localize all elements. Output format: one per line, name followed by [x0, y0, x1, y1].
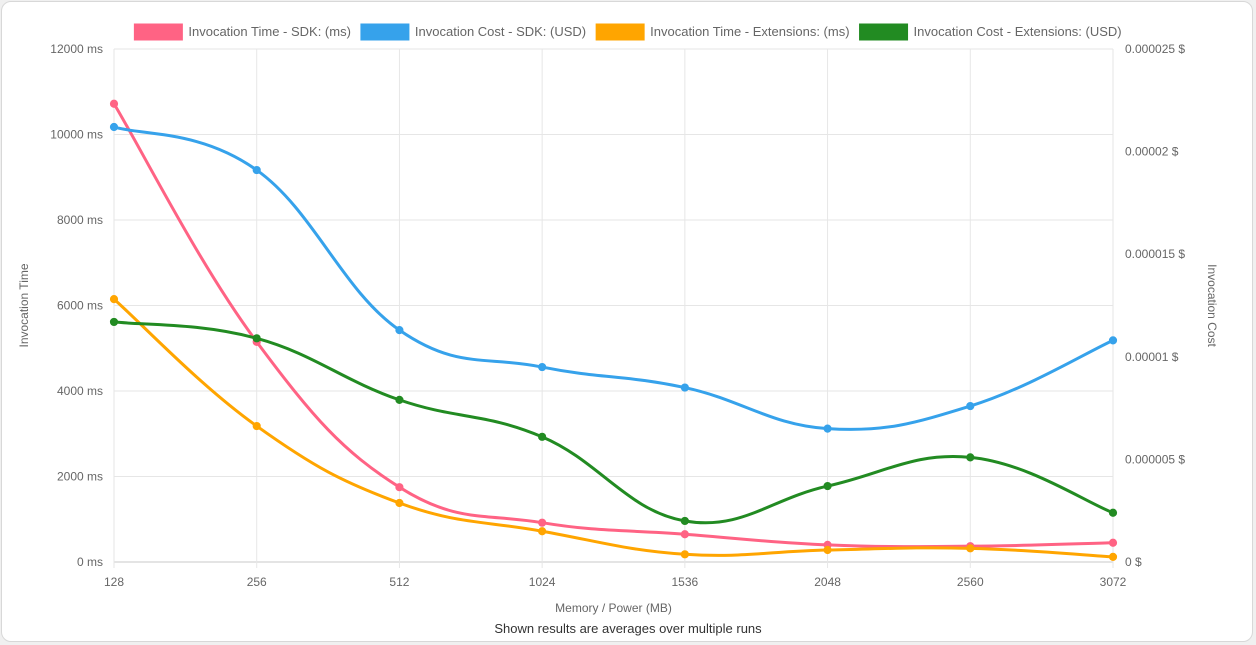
- x-tick-label: 2048: [814, 575, 841, 589]
- series-3-point[interactable]: [109, 294, 119, 304]
- y-left-tick-label: 6000 ms: [57, 299, 103, 313]
- y-left-tick-label: 2000 ms: [57, 470, 103, 484]
- y-left-tick-label: 10000 ms: [50, 128, 103, 142]
- series-2-point[interactable]: [823, 424, 832, 433]
- y-right-axis-title: Invocation Cost: [1205, 264, 1219, 347]
- y-right-tick-label: 0.000015 $: [1125, 247, 1185, 261]
- y-right-tick-label: 0.000025 $: [1125, 42, 1185, 56]
- x-tick-label: 2560: [957, 575, 984, 589]
- series-4-point[interactable]: [109, 317, 119, 327]
- y-left-axis-title: Invocation Time: [17, 263, 31, 347]
- chart-caption: Shown results are averages over multiple…: [494, 621, 762, 636]
- x-tick-label: 256: [247, 575, 267, 589]
- series-1-point[interactable]: [395, 483, 404, 492]
- series-4-point[interactable]: [823, 481, 832, 491]
- series-3-point[interactable]: [538, 527, 547, 536]
- x-tick-label: 1536: [672, 575, 699, 589]
- series-1-point[interactable]: [1108, 538, 1118, 547]
- legend-label[interactable]: Invocation Cost - SDK: (USD): [415, 24, 586, 39]
- series-3-point[interactable]: [823, 545, 832, 555]
- y-left-tick-label: 4000 ms: [57, 384, 103, 398]
- series-1-point[interactable]: [680, 530, 689, 539]
- x-tick-label: 128: [104, 575, 124, 589]
- series-4-point[interactable]: [538, 432, 547, 441]
- series-2-point[interactable]: [395, 326, 404, 335]
- series-2-point[interactable]: [538, 362, 547, 372]
- series-2-point[interactable]: [966, 401, 975, 411]
- series-2-point[interactable]: [680, 383, 689, 392]
- series-3-point[interactable]: [252, 421, 261, 431]
- y-right-tick-label: 0.00002 $: [1125, 145, 1179, 159]
- series-1-point[interactable]: [109, 99, 119, 108]
- legend-label[interactable]: Invocation Time - Extensions: (ms): [650, 24, 849, 39]
- series-3-point[interactable]: [395, 498, 404, 508]
- legend-swatch[interactable]: [360, 23, 410, 41]
- y-right-tick-label: 0 $: [1125, 555, 1142, 569]
- series-4-line: [112, 320, 1115, 525]
- y-right-tick-label: 0.00001 $: [1125, 350, 1179, 364]
- series-2-point[interactable]: [109, 122, 119, 132]
- x-tick-label: 3072: [1100, 575, 1127, 589]
- series-4-point[interactable]: [966, 453, 975, 462]
- y-left-tick-label: 12000 ms: [50, 42, 103, 56]
- x-tick-label: 512: [389, 575, 409, 589]
- legend-swatch[interactable]: [595, 23, 645, 41]
- series-4-point[interactable]: [395, 395, 404, 404]
- line-chart: 0 ms 2000 ms 4000 ms 6000 ms 8000 ms 10000 ms…: [17, 23, 1219, 615]
- x-tick-label: 1024: [529, 575, 556, 589]
- y-left-tick-label: 8000 ms: [57, 213, 103, 227]
- series-4-point[interactable]: [252, 334, 261, 343]
- y-left-tick-label: 0 ms: [77, 555, 103, 569]
- y-right-tick-label: 0.000005 $: [1125, 452, 1185, 466]
- series-3-point[interactable]: [1108, 552, 1118, 561]
- series-4-point[interactable]: [1108, 508, 1118, 517]
- series-4-point[interactable]: [680, 516, 689, 526]
- series-3-point[interactable]: [966, 544, 975, 553]
- legend-label[interactable]: Invocation Time - SDK: (ms): [188, 24, 351, 39]
- series-3-point[interactable]: [680, 550, 689, 559]
- series-2-point[interactable]: [1108, 336, 1118, 345]
- legend-swatch[interactable]: [133, 23, 183, 41]
- series-2-point[interactable]: [252, 165, 261, 175]
- series-2-line: [112, 125, 1115, 431]
- series-1-line: [112, 102, 1115, 549]
- series-1-point[interactable]: [538, 518, 547, 527]
- x-axis-title: Memory / Power (MB): [555, 601, 672, 615]
- series-3-line: [112, 297, 1115, 559]
- legend-swatch[interactable]: [859, 23, 909, 41]
- legend-label[interactable]: Invocation Cost - Extensions: (USD): [914, 24, 1122, 39]
